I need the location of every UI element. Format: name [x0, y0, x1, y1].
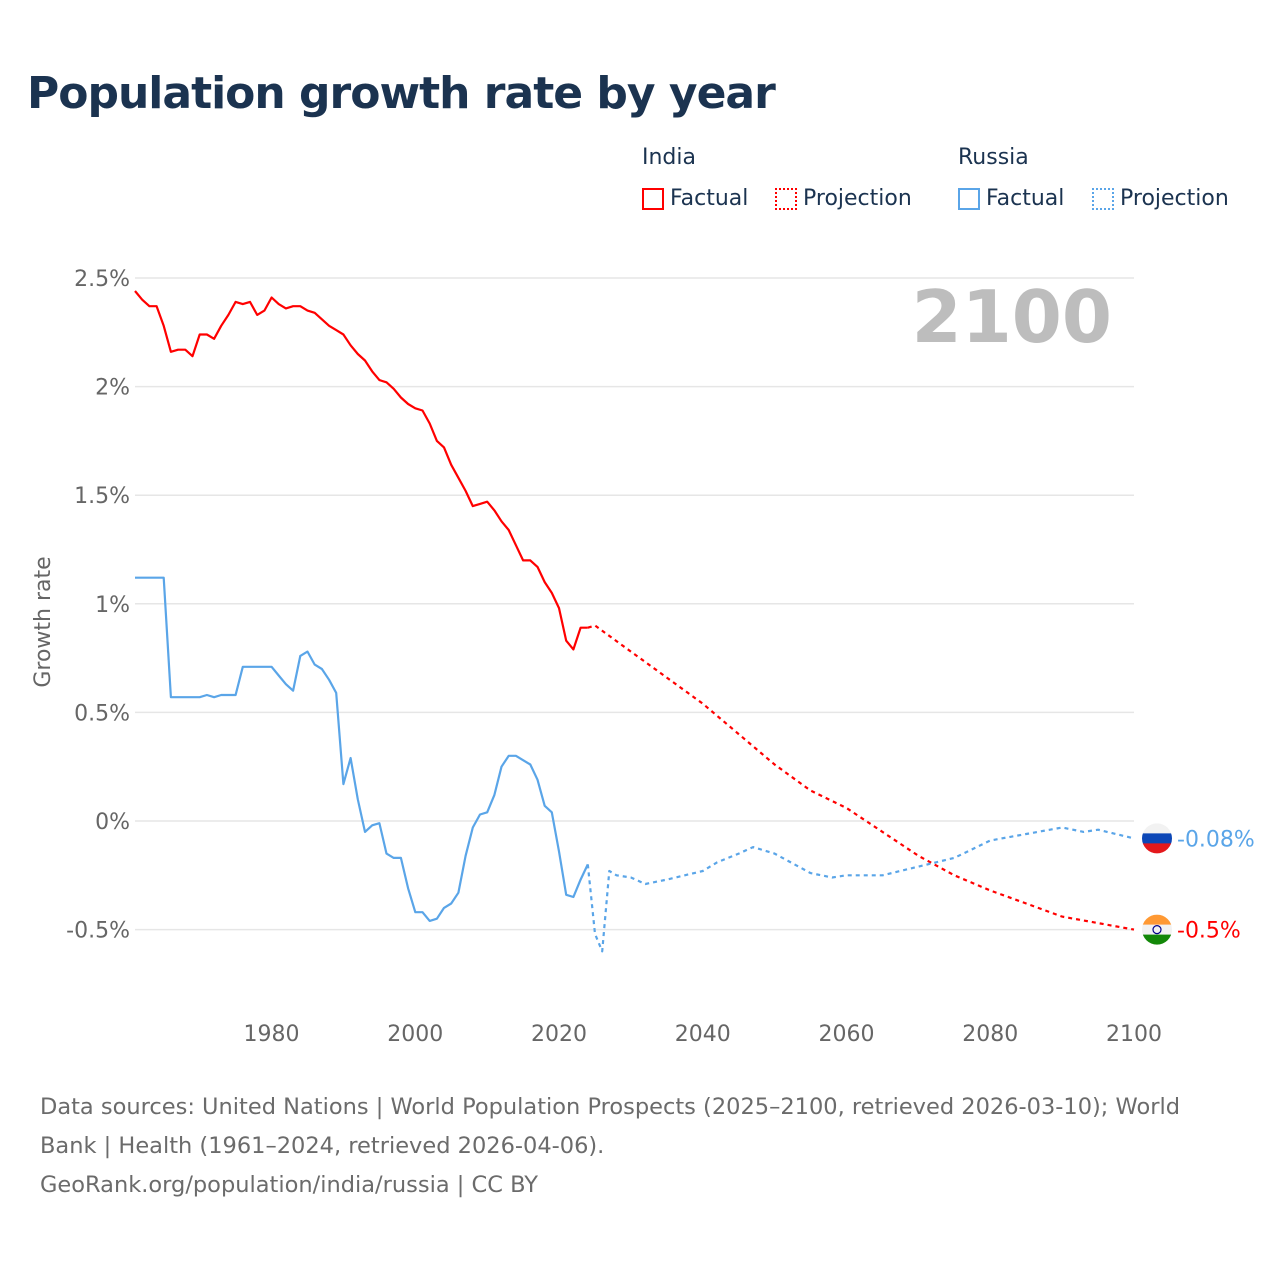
- y-tick-label: -0.5%: [66, 919, 130, 944]
- series-line-russia-factual: [135, 576, 589, 923]
- footer-credit[interactable]: GeoRank.org/population/india/russia | CC…: [40, 1172, 539, 1198]
- legend-group-india: India: [642, 145, 696, 170]
- legend-india-projection[interactable]: Projection: [775, 186, 912, 211]
- legend-label: Factual: [986, 186, 1065, 211]
- y-tick-label: 1.5%: [74, 484, 130, 509]
- end-label-india: -0.5%: [1177, 919, 1241, 944]
- flag-stripe: [1142, 823, 1172, 834]
- flag-stripe: [1142, 924, 1172, 936]
- footer-sources: Data sources: United Nations | World Pop…: [40, 1094, 1181, 1159]
- flag-stripe: [1142, 843, 1172, 854]
- footer: Data sources: United Nations | World Pop…: [40, 1088, 1240, 1205]
- series-line-india-projection: [587, 624, 1135, 931]
- y-tick-label: 2.5%: [74, 267, 130, 292]
- legend-india-factual[interactable]: Factual: [642, 186, 748, 211]
- legend-swatch-solid: [642, 187, 664, 210]
- legend-swatch-solid: [958, 187, 980, 210]
- legend-swatch-dotted: [775, 187, 797, 210]
- legend-russia-projection[interactable]: Projection: [1092, 186, 1229, 211]
- y-tick-label: 1%: [95, 593, 130, 618]
- x-tick-label: 2080: [962, 1022, 1018, 1047]
- x-tick-label: 1980: [244, 1022, 300, 1047]
- flag-india-icon: [1142, 914, 1172, 945]
- year-badge: 2100: [912, 275, 1112, 359]
- flag-stripe: [1142, 934, 1172, 945]
- legend-label: Projection: [803, 186, 912, 211]
- legend-swatch-dotted: [1092, 187, 1114, 210]
- y-tick-label: 0.5%: [74, 701, 130, 726]
- y-axis-label: Growth rate: [31, 556, 56, 687]
- series-line-russia-projection: [586, 826, 1135, 953]
- x-tick-label: 2060: [819, 1022, 875, 1047]
- x-tick-label: 2020: [531, 1022, 587, 1047]
- x-tick-label: 2100: [1106, 1022, 1162, 1047]
- flag-stripe: [1142, 833, 1172, 844]
- y-tick-label: 0%: [95, 810, 130, 835]
- legend-label: Factual: [670, 186, 749, 211]
- flag-russia-icon: [1142, 823, 1172, 854]
- legend-label: Projection: [1120, 186, 1229, 211]
- y-tick-label: 2%: [95, 376, 130, 401]
- chart-title: Population growth rate by year: [27, 68, 776, 119]
- flag-stripe: [1142, 914, 1172, 926]
- legend-russia-factual[interactable]: Factual: [958, 186, 1064, 211]
- legend-group-russia: Russia: [958, 145, 1029, 170]
- x-tick-label: 2000: [387, 1022, 443, 1047]
- chakra: [1152, 924, 1162, 935]
- x-tick-label: 2040: [675, 1022, 731, 1047]
- series-line-india-factual: [134, 290, 588, 651]
- end-label-russia: -0.08%: [1177, 827, 1255, 852]
